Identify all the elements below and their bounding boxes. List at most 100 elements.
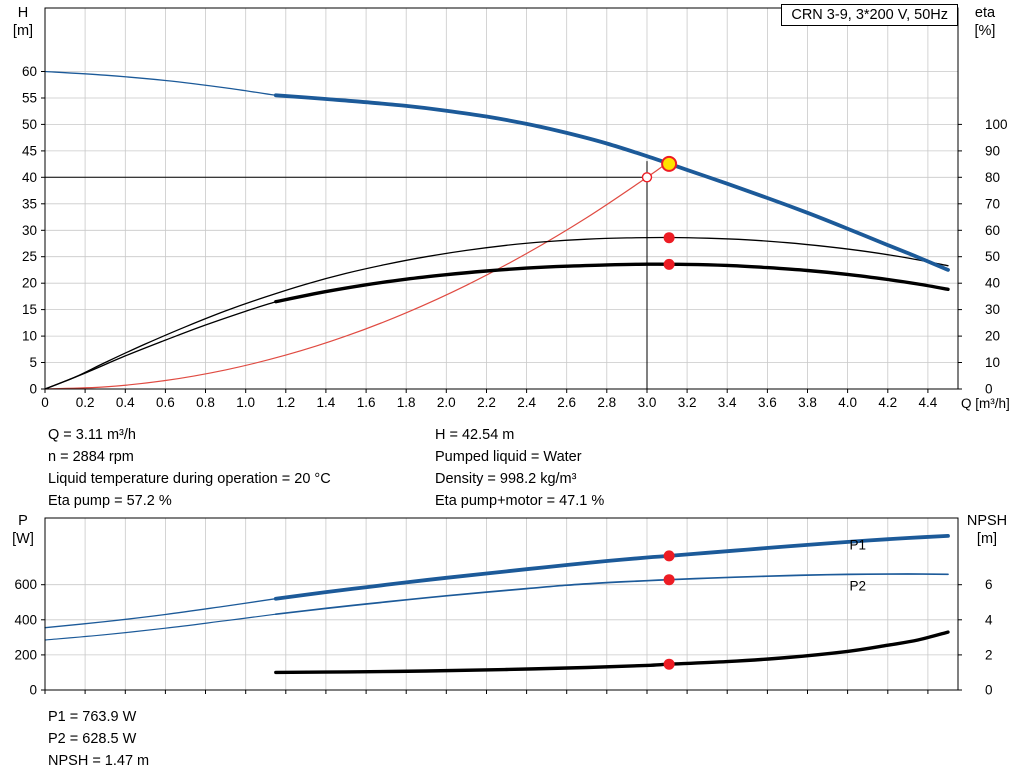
h-axis-label: H [m] bbox=[2, 4, 44, 40]
x-tick-label: 4.2 bbox=[878, 395, 897, 410]
info-line-density: Density = 998.2 kg/m³ bbox=[435, 471, 577, 487]
info-line-npsh: NPSH = 1.47 m bbox=[48, 753, 150, 769]
qh-curve bbox=[273, 93, 950, 272]
npsh-axis-unit: [m] bbox=[976, 531, 998, 547]
info-line-speed: n = 2884 rpm bbox=[48, 449, 134, 465]
y-right-tick-label: 20 bbox=[985, 329, 1000, 344]
power-info: P1 = 763.9 W P2 = 628.5 W NPSH = 1.47 m bbox=[48, 706, 149, 772]
system-curve bbox=[44, 160, 670, 390]
y-left-tick-label: 0 bbox=[29, 382, 37, 397]
x-tick-label: 1.8 bbox=[397, 395, 416, 410]
x-tick-label: 1.2 bbox=[276, 395, 295, 410]
y-left-tick-label: 200 bbox=[14, 647, 37, 662]
y-right-tick-label: 0 bbox=[985, 382, 993, 397]
info-line-p2: P2 = 628.5 W bbox=[48, 731, 137, 747]
y-left-tick-label: 15 bbox=[22, 302, 37, 317]
y-right-tick-label: 6 bbox=[985, 577, 993, 592]
y-left-tick-label: 35 bbox=[22, 196, 37, 211]
x-tick-label: 3.0 bbox=[638, 395, 657, 410]
duty-info-left: Q = 3.11 m³/h n = 2884 rpm Liquid temper… bbox=[48, 424, 331, 512]
y-right-tick-label: 100 bbox=[985, 117, 1008, 132]
y-left-tick-label: 60 bbox=[22, 64, 37, 79]
chart-title-box: CRN 3-9, 3*200 V, 50Hz bbox=[781, 4, 958, 26]
duty-info-right: H = 42.54 m Pumped liquid = Water Densit… bbox=[435, 424, 604, 512]
q-axis-label: Q [m³/h] bbox=[961, 396, 1010, 411]
x-tick-label: 0.6 bbox=[156, 395, 175, 410]
y-right-tick-label: 80 bbox=[985, 170, 1000, 185]
info-line-eta-pump-motor: Eta pump+motor = 47.1 % bbox=[435, 493, 605, 509]
x-tick-label: 0.4 bbox=[116, 395, 135, 410]
p-axis-label: P [W] bbox=[2, 512, 44, 548]
y-right-tick-label: 2 bbox=[985, 647, 993, 662]
power-npsh-chart-frame bbox=[44, 517, 959, 691]
x-tick-label: 2.6 bbox=[557, 395, 576, 410]
curve-label-p1: P1 bbox=[849, 538, 866, 553]
x-tick-label: 2.2 bbox=[477, 395, 496, 410]
y-right-tick-label: 0 bbox=[985, 683, 993, 698]
y-right-tick-label: 10 bbox=[985, 355, 1000, 370]
p1-point bbox=[663, 550, 675, 562]
y-left-tick-label: 55 bbox=[22, 91, 37, 106]
npsh-axis-symbol: NPSH bbox=[966, 513, 1008, 529]
info-line-eta-pump: Eta pump = 57.2 % bbox=[48, 493, 172, 509]
x-tick-label: 0.8 bbox=[196, 395, 215, 410]
x-tick-label: 2.8 bbox=[597, 395, 616, 410]
x-tick-label: 3.4 bbox=[718, 395, 737, 410]
p2-curve bbox=[274, 573, 949, 616]
eta-pump-motor-point bbox=[663, 258, 675, 270]
y-right-tick-label: 30 bbox=[985, 302, 1000, 317]
npsh-curve bbox=[274, 630, 950, 675]
y-right-tick-label: 50 bbox=[985, 249, 1000, 264]
x-tick-label: 3.2 bbox=[678, 395, 697, 410]
x-tick-label: 2.4 bbox=[517, 395, 536, 410]
p1-curve bbox=[273, 534, 950, 601]
p-axis-unit: [W] bbox=[12, 531, 34, 547]
x-tick-label: 3.8 bbox=[798, 395, 817, 410]
qh-eta-chart: 0 0.2 0.4 0.6 0.8 1.0 1.2 1.4 1.6 1.8 2.0 2.2 2.4 2.6… bbox=[22, 7, 1008, 410]
requested-duty-point bbox=[641, 172, 653, 183]
y-right-tick-label: 40 bbox=[985, 276, 1000, 291]
x-tick-label: 2.0 bbox=[437, 395, 456, 410]
x-tick-label: 1.6 bbox=[357, 395, 376, 410]
y-left-tick-label: 25 bbox=[22, 249, 37, 264]
info-line-liquid: Pumped liquid = Water bbox=[435, 449, 582, 465]
eta-axis-unit: [%] bbox=[974, 23, 996, 39]
y-right-tick-label: 90 bbox=[985, 143, 1000, 158]
qh-curve-low bbox=[44, 70, 277, 96]
y-right-tick-label: 60 bbox=[985, 223, 1000, 238]
y-left-tick-label: 600 bbox=[14, 577, 37, 592]
y-right-tick-label: 4 bbox=[985, 612, 993, 627]
y-left-tick-label: 5 bbox=[29, 355, 37, 370]
info-line-p1: P1 = 763.9 W bbox=[48, 709, 137, 725]
eta-pump-motor-curve-low bbox=[44, 301, 277, 390]
x-tick-label: 4.0 bbox=[838, 395, 857, 410]
y-left-tick-label: 20 bbox=[22, 276, 37, 291]
p2-point bbox=[663, 574, 675, 586]
x-tick-label: 1.0 bbox=[236, 395, 255, 410]
curve-label-p2: P2 bbox=[849, 578, 866, 593]
info-line-temperature: Liquid temperature during operation = 20… bbox=[48, 471, 331, 487]
y-left-tick-label: 10 bbox=[22, 329, 37, 344]
y-left-tick-label: 30 bbox=[22, 223, 37, 238]
x-tick-label: 4.4 bbox=[919, 395, 938, 410]
info-line-q: Q = 3.11 m³/h bbox=[48, 427, 136, 443]
x-tick-label: 0 bbox=[41, 395, 49, 410]
y-left-tick-label: 0 bbox=[29, 683, 37, 698]
info-line-head: H = 42.54 m bbox=[435, 427, 515, 443]
eta-pump-curve bbox=[44, 236, 949, 390]
eta-axis-label: eta [%] bbox=[962, 4, 1008, 40]
p2-curve-low bbox=[44, 613, 277, 641]
npsh-point bbox=[663, 658, 675, 670]
y-left-tick-label: 400 bbox=[14, 612, 37, 627]
h-axis-unit: [m] bbox=[12, 23, 34, 39]
y-right-tick-label: 70 bbox=[985, 196, 1000, 211]
duty-point bbox=[661, 155, 678, 172]
eta-pump-motor-curve bbox=[274, 262, 950, 304]
h-axis-symbol: H bbox=[17, 5, 29, 21]
x-tick-label: 1.4 bbox=[317, 395, 336, 410]
y-left-tick-label: 50 bbox=[22, 117, 37, 132]
eta-axis-symbol: eta bbox=[974, 5, 996, 21]
x-tick-label: 3.6 bbox=[758, 395, 777, 410]
